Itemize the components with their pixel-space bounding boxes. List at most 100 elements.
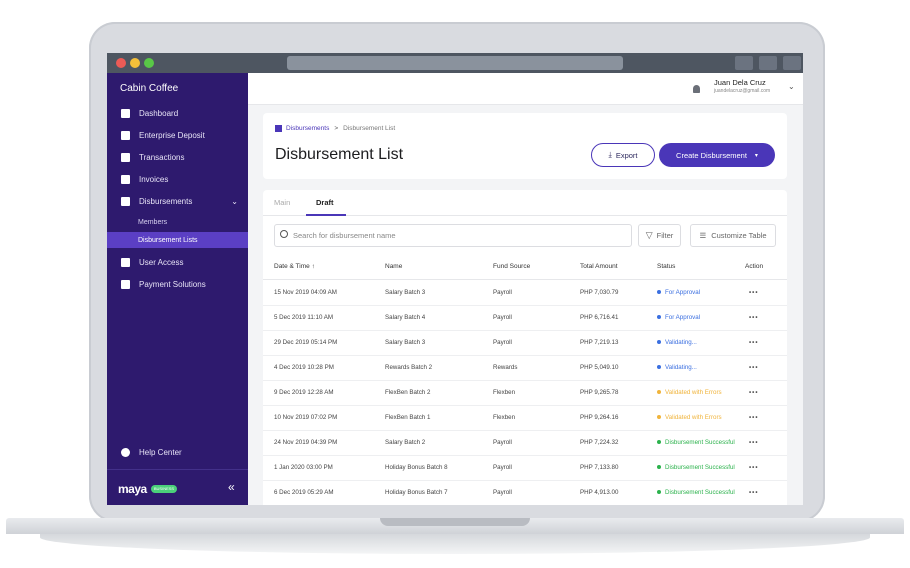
customize-table-button[interactable]: ☰ Customize Table xyxy=(690,224,776,247)
row-actions-menu[interactable]: ••• xyxy=(749,489,759,496)
cell-status: Validating... xyxy=(657,339,697,346)
row-actions-menu[interactable]: ••• xyxy=(749,364,759,371)
search-icon xyxy=(280,230,288,238)
window-button-3[interactable] xyxy=(783,56,801,70)
sidebar-item-payment-solutions[interactable]: Payment Solutions xyxy=(107,274,248,294)
sidebar-item-invoices[interactable]: Invoices xyxy=(107,169,248,189)
filter-button[interactable]: ▽ Filter xyxy=(638,224,681,247)
cell-fund-source: Payroll xyxy=(493,464,512,471)
export-button[interactable]: ⤓ Export xyxy=(591,143,655,167)
cell-date: 5 Dec 2019 11:10 AM xyxy=(274,314,334,321)
help-center-link[interactable]: Help Center xyxy=(107,442,248,462)
maximize-dot[interactable] xyxy=(144,58,154,68)
cell-fund-source: Payroll xyxy=(493,314,512,321)
cell-fund-source: Payroll xyxy=(493,489,512,496)
create-disbursement-button[interactable]: Create Disbursement ▾ xyxy=(659,143,775,167)
search-input[interactable]: Search for disbursement name xyxy=(274,224,632,247)
download-icon: ⤓ xyxy=(608,150,612,159)
address-bar[interactable] xyxy=(287,56,623,70)
table-row[interactable]: 29 Dec 2019 05:14 PM Salary Batch 3 Payrol… xyxy=(263,331,787,356)
cell-total-amount: PHP 7,030.79 xyxy=(580,289,619,296)
sidebar-subitem-members[interactable]: Members xyxy=(138,218,168,226)
column-fund-source: Fund Source xyxy=(493,263,531,270)
cell-total-amount: PHP 7,219.13 xyxy=(580,339,619,346)
sidebar-item-enterprise-deposit[interactable]: Enterprise Deposit xyxy=(107,125,248,145)
breadcrumb: Disbursements > Disbursement List xyxy=(275,125,395,132)
row-actions-menu[interactable]: ••• xyxy=(749,314,759,321)
user-name[interactable]: Juan Dela Cruz xyxy=(714,78,766,87)
breadcrumb-disbursements[interactable]: Disbursements xyxy=(286,125,330,132)
row-actions-menu[interactable]: ••• xyxy=(749,339,759,346)
cell-date: 4 Dec 2019 10:28 PM xyxy=(274,364,334,371)
sidebar-subitem-disbursement-lists[interactable]: Disbursement Lists xyxy=(107,232,248,248)
cell-name: Salary Batch 3 xyxy=(385,339,426,346)
app-screen: Cabin Coffee Dashboard Enterprise Deposi… xyxy=(107,53,803,505)
row-actions-menu[interactable]: ••• xyxy=(749,439,759,446)
cell-status: Validated with Errors xyxy=(657,389,722,396)
help-center-label: Help Center xyxy=(139,447,182,457)
window-button-1[interactable] xyxy=(735,56,753,70)
sidebar-item-dashboard[interactable]: Dashboard xyxy=(107,103,248,123)
cell-status: Disbursement Successful xyxy=(657,439,735,446)
cell-status: Disbursement Successful xyxy=(657,464,735,471)
top-bar: Juan Dela Cruz juandelacruz@gmail.com ⌄ xyxy=(248,73,803,105)
minimize-dot[interactable] xyxy=(130,58,140,68)
row-actions-menu[interactable]: ••• xyxy=(749,389,759,396)
tab-main[interactable]: Main xyxy=(274,198,291,207)
collapse-sidebar-icon[interactable]: « xyxy=(228,480,235,494)
table-row[interactable]: 15 Nov 2019 04:09 AM Salary Batch 3 Payrol… xyxy=(263,281,787,306)
cell-date: 10 Nov 2019 07:02 PM xyxy=(274,414,338,421)
bell-icon[interactable] xyxy=(693,85,700,93)
columns-icon: ☰ xyxy=(699,231,707,240)
cell-fund-source: Flexben xyxy=(493,414,516,421)
cell-name: Holiday Bonus Batch 7 xyxy=(385,489,448,496)
row-actions-menu[interactable]: ••• xyxy=(749,414,759,421)
sidebar-item-disbursements[interactable]: Disbursements ⌄ xyxy=(107,191,248,211)
sidebar-item-label: Disbursements xyxy=(139,196,193,206)
table-row[interactable]: 5 Dec 2019 11:10 AM Salary Batch 4 Payroll… xyxy=(263,306,787,331)
table-row[interactable]: 6 Dec 2019 05:29 AM Holiday Bonus Batch 7… xyxy=(263,481,787,505)
sidebar-item-transactions[interactable]: Transactions xyxy=(107,147,248,167)
column-action: Action xyxy=(745,263,764,270)
sidebar-item-user-access[interactable]: User Access xyxy=(107,252,248,272)
wallet-icon xyxy=(121,130,130,140)
cell-status: For Approval xyxy=(657,289,700,296)
window-button-2[interactable] xyxy=(759,56,777,70)
tab-draft[interactable]: Draft xyxy=(316,198,334,207)
customize-table-label: Customize Table xyxy=(711,231,767,240)
cell-total-amount: PHP 9,264.16 xyxy=(580,414,619,421)
cell-date: 6 Dec 2019 05:29 AM xyxy=(274,489,334,496)
table-row[interactable]: 24 Nov 2019 04:39 PM Salary Batch 2 Payrol… xyxy=(263,431,787,456)
sidebar: Cabin Coffee Dashboard Enterprise Deposi… xyxy=(107,73,248,505)
chevron-down-icon[interactable]: ⌄ xyxy=(788,82,795,91)
payment-icon xyxy=(121,279,130,289)
help-icon xyxy=(121,447,130,457)
maya-logo: maya xyxy=(118,482,147,496)
create-disbursement-label: Create Disbursement xyxy=(676,150,747,160)
table-row[interactable]: 4 Dec 2019 10:28 PM Rewards Batch 2 Reward… xyxy=(263,356,787,381)
cell-name: Holiday Bonus Batch 8 xyxy=(385,464,448,471)
sidebar-item-label: Invoices xyxy=(139,174,169,184)
laptop-base xyxy=(0,514,910,558)
sidebar-item-label: Enterprise Deposit xyxy=(139,130,205,140)
row-actions-menu[interactable]: ••• xyxy=(749,289,759,296)
chevron-down-icon[interactable]: ⌄ xyxy=(231,196,238,206)
cell-name: Salary Batch 2 xyxy=(385,439,426,446)
cell-name: FlexBen Batch 2 xyxy=(385,389,431,396)
sidebar-item-label: Transactions xyxy=(139,152,185,162)
close-dot[interactable] xyxy=(116,58,126,68)
table-row[interactable]: 1 Jan 2020 03:00 PM Holiday Bonus Batch 8… xyxy=(263,456,787,481)
disbursement-table-card: Main Draft Search for disbursement name … xyxy=(263,190,787,505)
table-row[interactable]: 9 Dec 2019 12:28 AM FlexBen Batch 2 Flexbe… xyxy=(263,381,787,406)
table-row[interactable]: 10 Nov 2019 07:02 PM FlexBen Batch 1 Flexb… xyxy=(263,406,787,431)
row-actions-menu[interactable]: ••• xyxy=(749,464,759,471)
page-header-card: Disbursements > Disbursement List Disbur… xyxy=(263,113,787,179)
cell-name: FlexBen Batch 1 xyxy=(385,414,431,421)
cell-date: 29 Dec 2019 05:14 PM xyxy=(274,339,338,346)
export-label: Export xyxy=(615,150,638,160)
cell-fund-source: Payroll xyxy=(493,439,512,446)
page-title: Disbursement List xyxy=(275,146,404,163)
column-name: Name xyxy=(385,263,403,270)
cell-name: Rewards Batch 2 xyxy=(385,364,433,371)
column-date[interactable]: Date & Time ↑ xyxy=(274,263,315,270)
